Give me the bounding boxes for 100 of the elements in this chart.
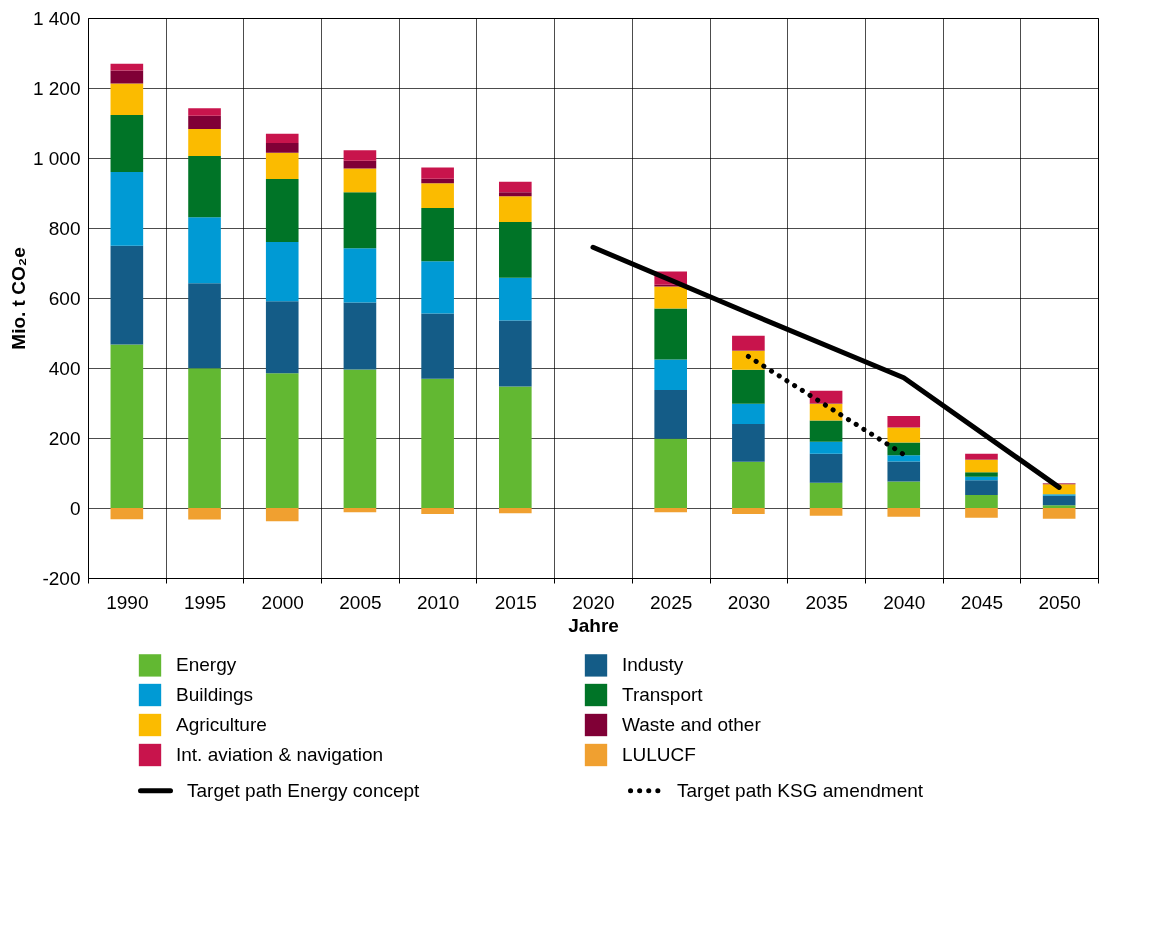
bar [498, 222, 532, 278]
bar [887, 415, 921, 428]
bar [965, 472, 998, 477]
y-tick-label: 1 400 [32, 7, 81, 29]
bar [110, 508, 144, 520]
bar [654, 390, 688, 439]
bar [188, 115, 221, 129]
bar [265, 242, 299, 302]
bar [498, 508, 532, 514]
x-tick-label: 2020 [572, 591, 615, 613]
y-tick-label: 1 200 [32, 77, 81, 99]
bar [110, 63, 144, 71]
bar [265, 133, 299, 143]
bar [809, 441, 843, 454]
bar [887, 461, 921, 482]
bar [1042, 495, 1076, 506]
bar [965, 459, 998, 473]
bar [421, 183, 454, 209]
legend-label: Energy [176, 654, 237, 676]
bar [188, 508, 221, 520]
bar [188, 155, 221, 218]
bar [965, 453, 998, 460]
legend-label: Industy [622, 654, 684, 676]
bar [965, 480, 998, 496]
bar [887, 481, 921, 508]
bar [498, 192, 532, 197]
x-tick-label: 2015 [494, 591, 537, 613]
bar [809, 420, 843, 442]
bar [809, 390, 843, 404]
x-tick-label: 2050 [1038, 591, 1081, 613]
x-tick-label: 2000 [261, 591, 304, 613]
y-tick-label: 200 [48, 427, 81, 449]
bar [343, 160, 377, 169]
legend-label: LULUCF [622, 744, 696, 765]
bar [809, 508, 843, 516]
bar [265, 373, 299, 508]
bar [110, 70, 144, 84]
bar [809, 482, 843, 508]
bar [654, 308, 688, 360]
bar [421, 261, 454, 314]
y-tick-label: 600 [48, 287, 81, 309]
legend-label: Agriculture [176, 714, 267, 735]
bar [188, 108, 221, 116]
bar [887, 427, 921, 443]
bar [265, 142, 299, 153]
x-tick-label: 2025 [650, 591, 693, 613]
bar [732, 403, 765, 424]
bar [110, 114, 144, 172]
legend-label: Int. aviation & navigation [176, 744, 384, 765]
bar [654, 438, 688, 508]
y-tick-label: 800 [48, 217, 81, 239]
bar [421, 167, 454, 179]
bar [265, 508, 299, 522]
bar [343, 168, 377, 193]
bar [732, 461, 765, 508]
bar [343, 192, 377, 249]
y-axis-title: Mio. t CO₂e [7, 247, 29, 350]
bar [965, 495, 998, 508]
legend-label: Transport [622, 684, 704, 705]
y-tick-label: -200 [42, 567, 81, 589]
x-tick-label: 2005 [339, 591, 382, 613]
bar [809, 453, 843, 483]
bar [732, 424, 765, 462]
bar [110, 344, 144, 508]
y-tick-label: 400 [48, 357, 81, 379]
x-axis-title: Jahre [568, 614, 619, 636]
bar [498, 181, 532, 193]
bar [887, 508, 921, 517]
x-tick-label: 2035 [805, 591, 848, 613]
bar [188, 217, 221, 284]
bar [343, 508, 377, 513]
bar [732, 369, 765, 404]
bar [732, 350, 765, 370]
legend-label: Target path Energy concept [187, 779, 421, 801]
bar [965, 508, 998, 518]
legend-label: Waste and other [622, 714, 762, 735]
bar [498, 196, 532, 223]
bar [421, 508, 454, 514]
bar [188, 283, 221, 369]
bar [110, 83, 144, 115]
bar [265, 179, 299, 242]
x-tick-label: 2045 [960, 591, 1004, 613]
legend-label: Buildings [176, 684, 254, 705]
x-tick-label: 2030 [727, 591, 771, 613]
bar [1042, 505, 1076, 508]
bar [498, 386, 532, 508]
bar [265, 301, 299, 374]
x-tick-label: 2010 [416, 591, 460, 613]
x-tick-label: 2040 [883, 591, 926, 613]
bar [343, 248, 377, 303]
bar [343, 369, 377, 508]
bar [421, 208, 454, 262]
bar [498, 277, 532, 321]
y-tick-label: 1 000 [32, 147, 81, 169]
bar [654, 359, 688, 391]
bar [343, 302, 377, 370]
bar [421, 378, 454, 508]
bar [265, 152, 299, 179]
bar [887, 455, 921, 462]
bar [654, 286, 688, 309]
